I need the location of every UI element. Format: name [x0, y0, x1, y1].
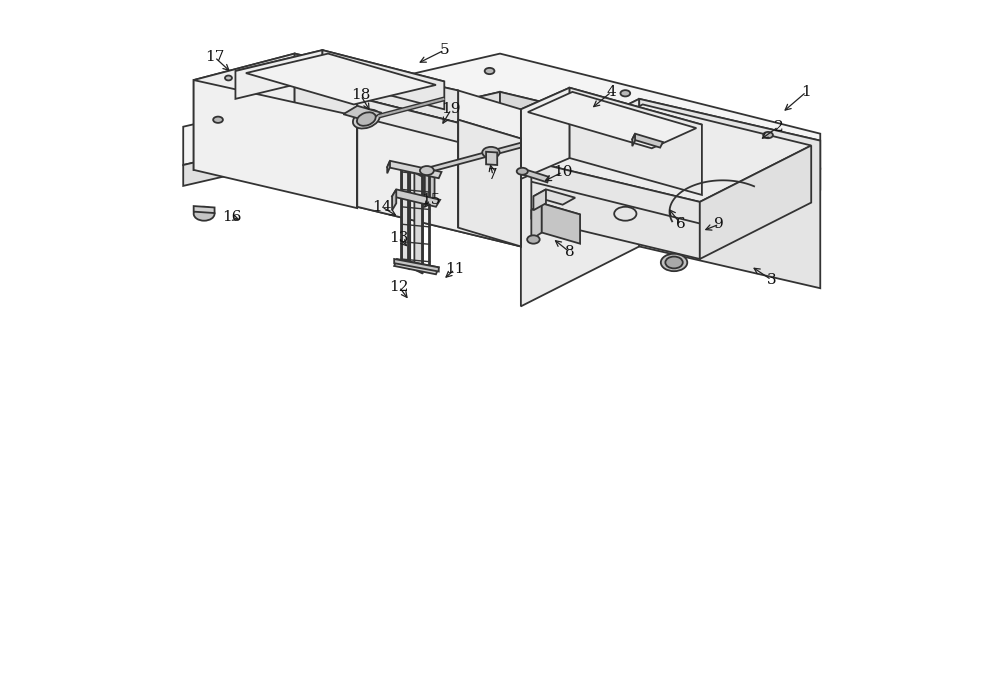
Polygon shape [533, 189, 575, 205]
Polygon shape [322, 50, 444, 109]
Ellipse shape [517, 168, 528, 175]
Polygon shape [387, 161, 390, 173]
Polygon shape [425, 143, 521, 173]
Polygon shape [521, 168, 549, 182]
Polygon shape [394, 259, 439, 271]
Text: 15: 15 [421, 193, 440, 207]
Polygon shape [387, 161, 442, 178]
Polygon shape [542, 203, 580, 244]
Polygon shape [392, 189, 396, 210]
Polygon shape [458, 120, 521, 247]
Polygon shape [531, 203, 580, 222]
Polygon shape [246, 54, 436, 104]
Polygon shape [533, 189, 546, 210]
Ellipse shape [213, 117, 223, 123]
Text: 17: 17 [205, 50, 224, 64]
Polygon shape [235, 50, 322, 99]
Polygon shape [639, 99, 820, 288]
Polygon shape [194, 80, 357, 208]
Text: 16: 16 [222, 210, 242, 224]
Ellipse shape [661, 254, 687, 271]
Text: 5: 5 [439, 43, 449, 57]
Ellipse shape [485, 68, 494, 74]
Polygon shape [521, 99, 639, 306]
Text: 13: 13 [389, 231, 409, 245]
Polygon shape [194, 54, 295, 170]
Polygon shape [521, 87, 702, 146]
Polygon shape [357, 97, 521, 247]
Text: 6: 6 [676, 217, 686, 231]
Text: 18: 18 [351, 88, 370, 102]
Polygon shape [486, 152, 497, 165]
Polygon shape [194, 206, 215, 213]
Polygon shape [570, 87, 702, 195]
Text: 8: 8 [565, 245, 574, 259]
Polygon shape [700, 145, 811, 259]
Polygon shape [521, 87, 570, 179]
Polygon shape [414, 173, 423, 273]
Text: 9: 9 [714, 217, 724, 231]
Polygon shape [632, 134, 635, 146]
Polygon shape [531, 161, 700, 259]
Text: 10: 10 [553, 165, 572, 179]
Polygon shape [500, 92, 820, 189]
Polygon shape [295, 54, 458, 181]
Text: 2: 2 [774, 120, 783, 134]
Polygon shape [343, 106, 382, 121]
Text: 7: 7 [488, 168, 498, 182]
Polygon shape [632, 134, 663, 147]
Polygon shape [357, 97, 521, 158]
Polygon shape [357, 97, 521, 158]
Polygon shape [528, 92, 696, 148]
Ellipse shape [353, 110, 380, 129]
Ellipse shape [620, 90, 630, 96]
Polygon shape [194, 54, 458, 116]
Polygon shape [183, 54, 820, 168]
Ellipse shape [482, 147, 500, 158]
Polygon shape [425, 168, 435, 203]
Text: 4: 4 [607, 85, 616, 99]
Text: 14: 14 [372, 200, 391, 214]
Polygon shape [394, 259, 439, 274]
Polygon shape [531, 203, 542, 240]
Text: 3: 3 [767, 273, 776, 287]
Ellipse shape [357, 113, 376, 126]
Ellipse shape [527, 236, 540, 244]
Polygon shape [392, 189, 440, 207]
Ellipse shape [225, 75, 232, 80]
Ellipse shape [194, 207, 215, 221]
Text: 19: 19 [442, 102, 461, 116]
Polygon shape [235, 50, 444, 102]
Polygon shape [521, 99, 820, 200]
Ellipse shape [763, 132, 773, 138]
Polygon shape [402, 168, 410, 269]
Polygon shape [183, 92, 500, 186]
Polygon shape [458, 90, 521, 138]
Text: 1: 1 [801, 85, 811, 99]
Ellipse shape [665, 257, 683, 268]
Polygon shape [357, 116, 521, 247]
Polygon shape [531, 104, 811, 202]
Ellipse shape [420, 166, 434, 175]
Text: 12: 12 [389, 280, 409, 294]
Text: 11: 11 [445, 262, 464, 276]
